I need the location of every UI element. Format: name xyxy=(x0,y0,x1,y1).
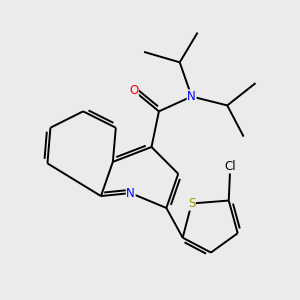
Text: N: N xyxy=(187,90,196,103)
Text: S: S xyxy=(188,197,195,210)
Text: N: N xyxy=(126,187,135,200)
Text: Cl: Cl xyxy=(224,160,236,173)
Text: O: O xyxy=(129,84,138,97)
